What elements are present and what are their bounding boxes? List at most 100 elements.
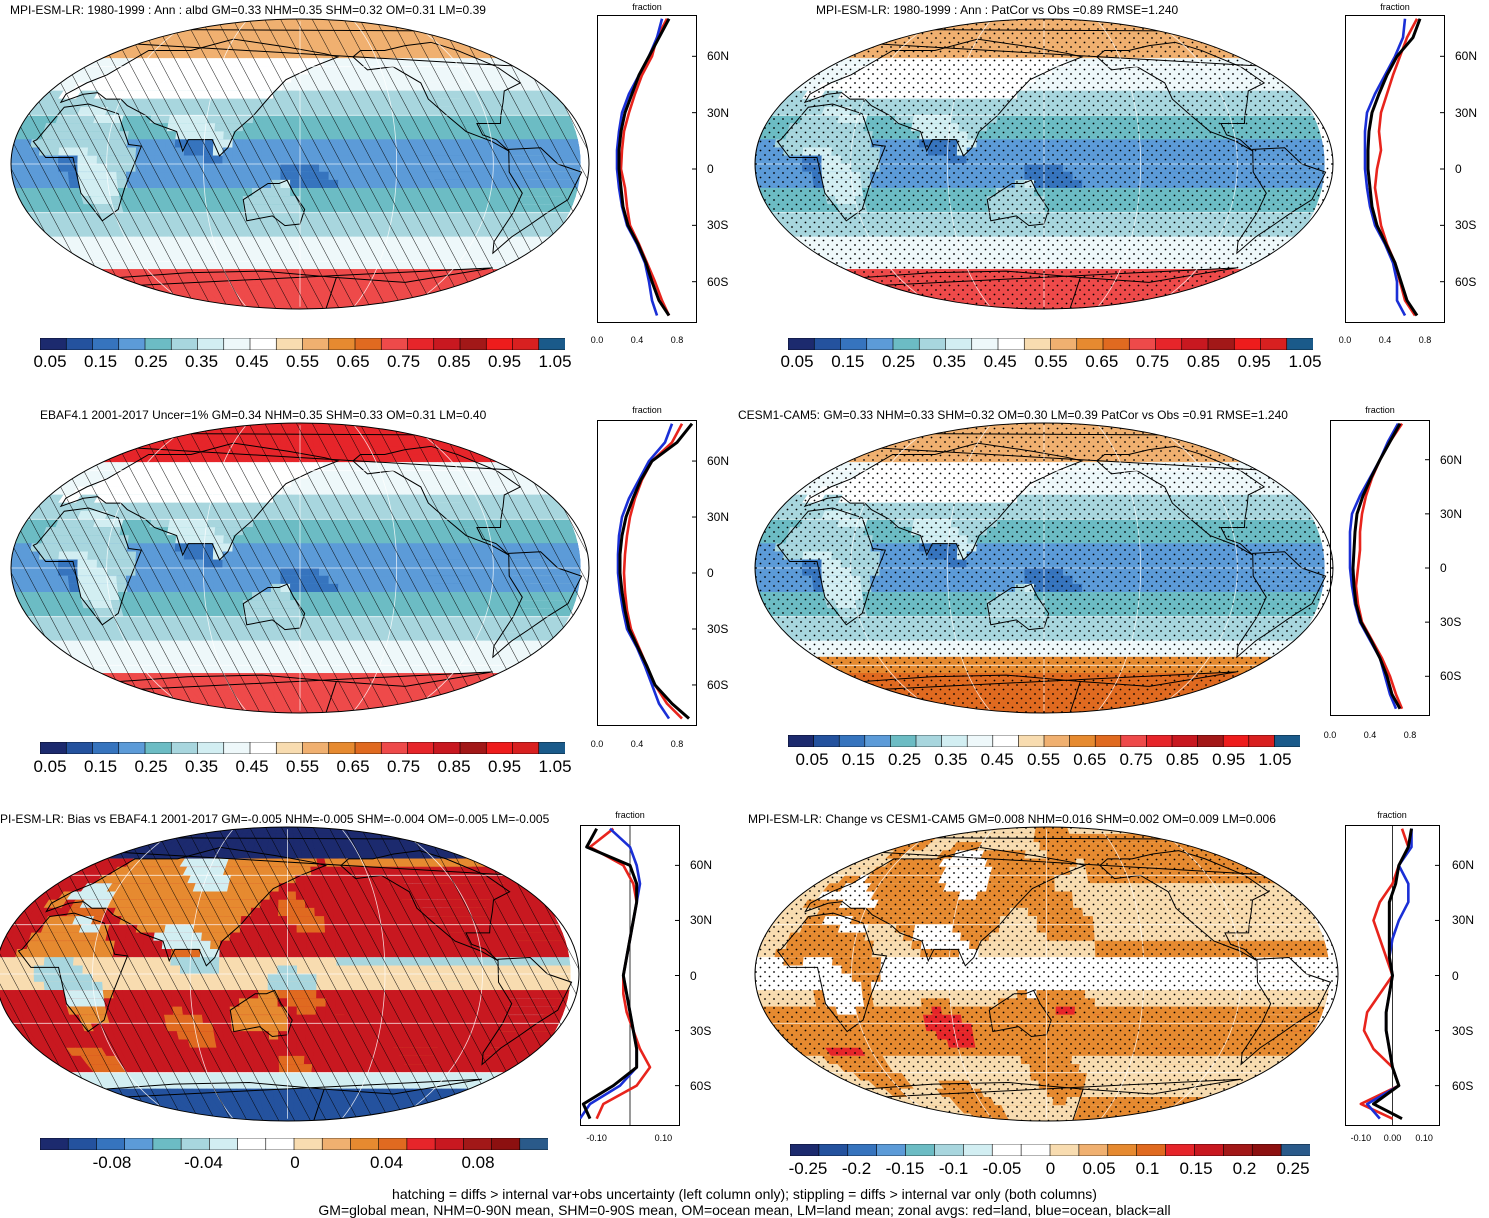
hatching-overlay (0, 827, 579, 1121)
latitude-label: 60N (707, 49, 730, 64)
latitude-label: 60S (707, 274, 729, 289)
colorbar-swatch (144, 338, 172, 350)
colorbar-tick-label: 0.05 (1082, 1159, 1116, 1178)
x-tick-label: 0.4 (1378, 335, 1392, 345)
latitude-label: 0 (1455, 162, 1462, 176)
latitude-label: 30S (707, 218, 729, 233)
colorbar-tick-label: -0.05 (982, 1159, 1022, 1178)
latitude-label: 30N (707, 105, 730, 120)
colorbar-tick-label: 0.85 (1165, 750, 1199, 769)
colorbar-swatch (459, 338, 487, 350)
colorbar-swatch (118, 338, 146, 350)
x-tick-label: 0.8 (1418, 335, 1432, 345)
latitude-label: 0 (1440, 561, 1447, 575)
zonal-mean-plot (1330, 420, 1430, 716)
panel-title: MPI-ESM-LR: 1980-1999 : Ann : albd GM=0.… (10, 3, 486, 17)
stippling-overlay (755, 19, 1333, 309)
colorbar-swatch (1069, 735, 1096, 747)
colorbar-tick-label: 0.45 (235, 352, 269, 371)
colorbar-tick-label: 0.45 (980, 750, 1014, 769)
colorbar-swatch (124, 1138, 154, 1150)
latitude-label: 60S (1452, 1078, 1474, 1093)
colorbar-labels: 0.05 0.15 0.25 0.35 0.45 0.55 0.65 0.75 0.85 0.95… (0, 352, 1489, 374)
hatching-overlay (11, 423, 589, 713)
colorbar-swatch (67, 1138, 98, 1150)
x-tick-label: 0.8 (670, 335, 684, 345)
colorbar-swatch (1120, 735, 1147, 747)
colorbar-swatch (971, 338, 999, 350)
map-outline (10, 18, 590, 310)
colorbar-swatch (209, 1138, 239, 1150)
x-tick-label: 0.4 (1363, 730, 1377, 740)
global-map (754, 422, 1334, 714)
zonal-series-ocean (1363, 18, 1407, 317)
colorbar-swatch (170, 338, 199, 350)
colorbar-swatch (876, 1144, 907, 1156)
colorbar-swatch (840, 338, 868, 350)
colorbar-tick-label: 1.05 (1288, 352, 1322, 371)
x-tick-label: 0.00 (1383, 1133, 1402, 1143)
zonal-series-all (1366, 18, 1422, 317)
latitude-label: 0 (690, 968, 697, 983)
x-tick-label: 0.0 (1338, 335, 1352, 345)
colorbar-swatch (1171, 735, 1199, 747)
colorbar-swatch (328, 338, 356, 350)
colorbar-labels: -0.25 -0.2 -0.15 -0.1 -0.05 0 0.05 0.1 0.15 0.2 0.… (0, 1159, 1489, 1181)
colorbar-swatch (788, 735, 815, 747)
colorbar-tick-label: 0.05 (795, 750, 829, 769)
hatching-overlay (11, 19, 589, 309)
colorbar (788, 338, 1313, 350)
colorbar-tick-label: 0.04 (369, 1153, 404, 1172)
colorbar-tick-label: -0.15 (885, 1159, 925, 1178)
colorbar-swatch (1274, 735, 1300, 747)
colorbar-swatch (992, 735, 1020, 747)
latitude-label: 30N (1440, 506, 1463, 521)
zonal-series-ocean (616, 423, 674, 720)
colorbar (40, 742, 565, 754)
colorbar-swatch (963, 1144, 993, 1156)
map-outline (10, 422, 590, 714)
colorbar-swatch (1023, 338, 1052, 350)
colorbar-swatch (1233, 338, 1262, 350)
colorbar-swatch (1260, 338, 1288, 350)
colorbar-tick-label: 0.55 (1026, 750, 1061, 769)
colorbar-swatch (966, 735, 994, 747)
colorbar-swatch (197, 338, 225, 350)
colorbar-tick-label: 1.05 (538, 352, 572, 371)
global-map (754, 826, 1339, 1122)
colorbar-tick-label: 0.95 (1237, 352, 1271, 371)
colorbar-swatch (997, 338, 1025, 350)
fraction-label: fraction (615, 810, 645, 820)
zonal-series-all (581, 827, 639, 1120)
colorbar-tick-label: 0.75 (386, 757, 421, 776)
colorbar-tick-label: 0.95 (487, 757, 522, 776)
colorbar-tick-label: 0.55 (1034, 352, 1068, 371)
x-tick-label: 0.4 (630, 739, 644, 749)
colorbar-swatch (1094, 735, 1122, 747)
colorbar-tick-label: 0.45 (235, 757, 269, 776)
map-field (0, 827, 579, 1121)
fraction-label: fraction (1365, 405, 1395, 415)
colorbar-swatch (265, 1138, 295, 1150)
colorbar-tick-label: 0.15 (83, 757, 118, 776)
latitude-label: 60N (1440, 452, 1463, 467)
colorbar-swatch (463, 1138, 493, 1150)
zonal-mean-plot (1345, 825, 1440, 1126)
colorbar-swatch (1128, 338, 1157, 350)
global-map (754, 18, 1334, 310)
colorbar-swatch (485, 338, 514, 350)
colorbar-tick-label: 0.45 (983, 352, 1017, 371)
colorbar-swatch (1078, 1144, 1109, 1156)
zonal-series-ocean (1365, 828, 1413, 1120)
colorbar-swatch (380, 338, 409, 350)
fraction-label: fraction (1380, 2, 1410, 12)
global-map (0, 826, 580, 1122)
latitude-label: 30S (690, 1023, 712, 1038)
zonal-series-land (588, 827, 652, 1120)
x-tick-label: 0.10 (1415, 1133, 1433, 1143)
colorbar-swatch (433, 338, 461, 350)
latitude-label: 60N (690, 858, 713, 873)
latitude-label: 30N (707, 510, 730, 525)
zonal-series-all (1372, 828, 1413, 1120)
colorbar-labels: -0.08 -0.04 0 0.04 0.08 (0, 1153, 600, 1175)
